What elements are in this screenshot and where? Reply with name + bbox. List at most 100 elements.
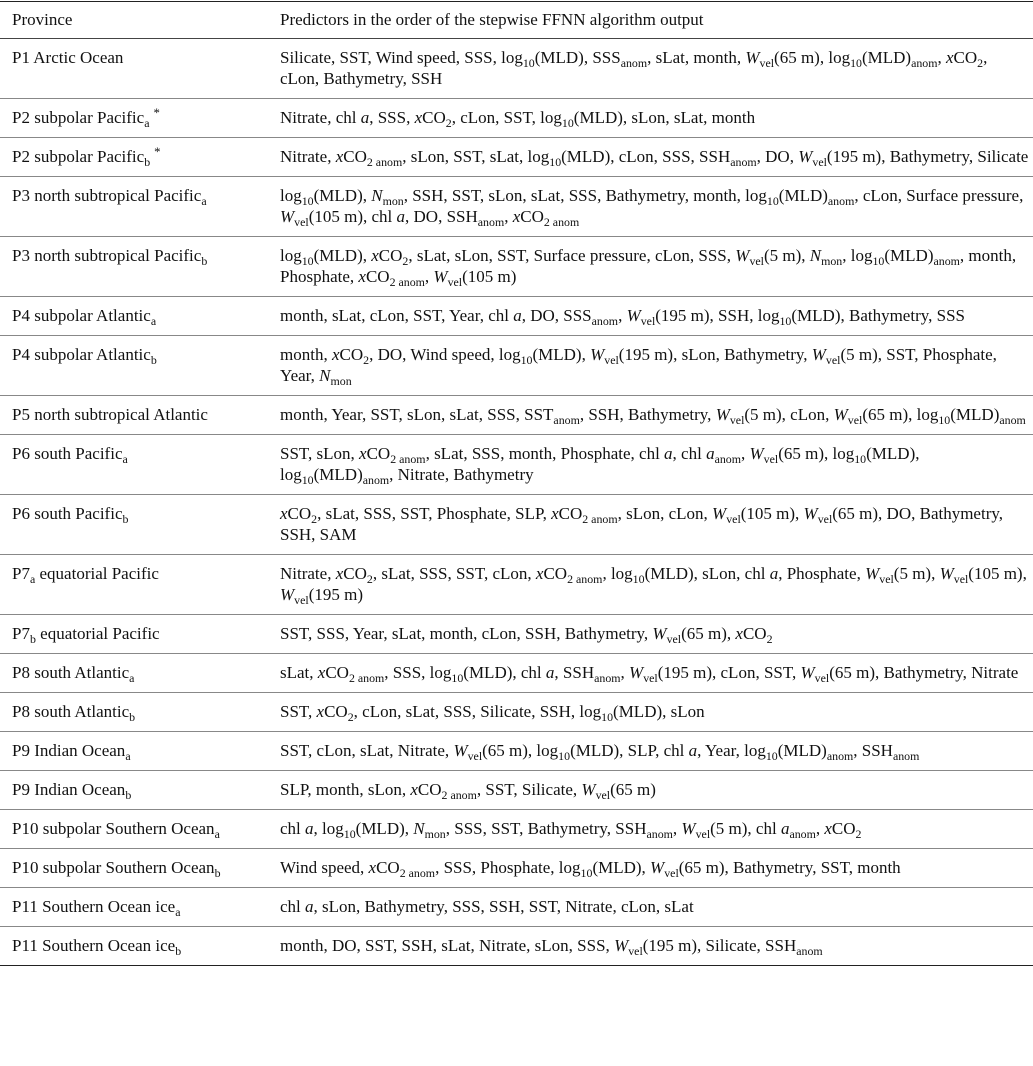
sub-run: 10 bbox=[580, 866, 593, 881]
italic-run: a bbox=[513, 306, 522, 325]
italic-run: x bbox=[371, 246, 379, 265]
text-run: , SSS, SST, Bathymetry, SSH bbox=[445, 819, 647, 838]
sub-run: a bbox=[29, 572, 36, 587]
text-run: P3 north subtropical Pacific bbox=[12, 186, 202, 205]
text-run: Nitrate, bbox=[280, 564, 336, 583]
text-run: CO bbox=[417, 780, 442, 799]
text-run: CO bbox=[422, 108, 446, 127]
italic-run: x bbox=[335, 564, 344, 583]
predictors-cell: sLat, xCO2 anom, SSS, log10(MLD), chl a,… bbox=[268, 653, 1033, 693]
text-run: , SSS, bbox=[369, 108, 415, 127]
predictors-cell: chl a, sLon, Bathymetry, SSS, SSH, SST, … bbox=[268, 887, 1033, 927]
sub-run: 2 anom bbox=[366, 155, 403, 170]
predictors-cell: log10(MLD), Nmon, SSH, SST, sLon, sLat, … bbox=[268, 176, 1033, 237]
italic-run: x bbox=[735, 624, 743, 643]
text-run: Nitrate, chl bbox=[280, 108, 361, 127]
sub-run: anom bbox=[591, 314, 619, 329]
text-run: P7 bbox=[12, 564, 30, 583]
province-cell: P4 subpolar Atlanticb bbox=[0, 335, 268, 396]
text-run: (65 m), Bathymetry, SST, month bbox=[678, 858, 901, 877]
sub-run: a bbox=[144, 116, 150, 131]
text-run: , month, Phosphate, bbox=[280, 246, 1017, 286]
text-run: (195 m), Bathymetry, Silicate bbox=[826, 147, 1029, 166]
sub-run: anom bbox=[714, 452, 741, 467]
sub-run: 2 bbox=[366, 572, 373, 587]
province-cell: P3 north subtropical Pacificb bbox=[0, 236, 268, 297]
italic-run: x bbox=[317, 663, 326, 682]
sub-run: 10 bbox=[451, 671, 464, 686]
table-row: P6 south Pacifica SST, sLon, xCO2 anom, s… bbox=[0, 434, 1033, 495]
sub-run: vel bbox=[814, 671, 830, 686]
text-run: P7 bbox=[12, 624, 30, 643]
sub-run: 10 bbox=[872, 254, 885, 269]
sup-run: * bbox=[154, 145, 161, 160]
sub-run: vel bbox=[953, 572, 969, 587]
text-run: , bbox=[620, 663, 630, 682]
italic-run: x bbox=[316, 702, 325, 721]
predictors-cell: log10(MLD), xCO2, sLat, sLon, SST, Surfa… bbox=[268, 236, 1033, 297]
province-cell: P5 north subtropical Atlantic bbox=[0, 395, 268, 435]
text-run: , sLat, month, bbox=[647, 48, 746, 67]
sub-run: 2 bbox=[977, 56, 984, 71]
text-run: month, DO, SST, SSH, sLat, Nitrate, sLon… bbox=[280, 936, 615, 955]
italic-run: a bbox=[780, 819, 790, 838]
sub-run: 2 bbox=[311, 512, 318, 527]
sub-run: anom bbox=[594, 671, 621, 686]
predictors-cell: Silicate, SST, Wind speed, SSS, log10(ML… bbox=[268, 39, 1033, 99]
text-run: , cLon, Surface pressure, bbox=[854, 186, 1024, 205]
sub-run: vel bbox=[447, 275, 463, 290]
predictors-cell: month, sLat, cLon, SST, Year, chl a, DO,… bbox=[268, 296, 1033, 336]
sub-run: a bbox=[150, 314, 157, 329]
italic-run: x bbox=[551, 504, 559, 523]
sub-run: 10 bbox=[766, 194, 779, 209]
table-row: P2 subpolar Pacificb* Nitrate, xCO2 anom,… bbox=[0, 137, 1033, 177]
italic-run: W bbox=[745, 48, 760, 67]
text-run: , bbox=[672, 819, 682, 838]
text-run: CO bbox=[543, 564, 568, 583]
italic-run: a bbox=[664, 444, 673, 463]
text-run: , bbox=[504, 207, 513, 226]
text-run: (MLD) bbox=[861, 48, 912, 67]
text-run: P8 south Atlantic bbox=[12, 702, 130, 721]
sub-run: 10 bbox=[779, 314, 792, 329]
sub-run: vel bbox=[640, 314, 656, 329]
sub-run: b bbox=[150, 353, 157, 368]
text-run: (MLD), bbox=[355, 819, 414, 838]
text-run: (MLD), sLon, chl bbox=[644, 564, 770, 583]
italic-run: W bbox=[865, 564, 880, 583]
text-run: (5 m), chl bbox=[710, 819, 781, 838]
sub-run: anom bbox=[620, 56, 648, 71]
sub-run: mon bbox=[424, 827, 446, 842]
table-row: P8 south Atlantica sLat, xCO2 anom, SSS, … bbox=[0, 653, 1033, 693]
sub-run: 10 bbox=[850, 56, 862, 71]
province-cell: P9 Indian Oceanb bbox=[0, 770, 268, 810]
sub-run: mon bbox=[382, 194, 404, 209]
text-run: (MLD), bbox=[592, 858, 651, 877]
sub-run: vel bbox=[759, 56, 775, 71]
sub-run: anom bbox=[933, 254, 960, 269]
text-run: (MLD) bbox=[778, 186, 828, 205]
text-run: month, bbox=[280, 345, 332, 364]
predictors-cell: Wind speed, xCO2 anom, SSS, Phosphate, l… bbox=[268, 848, 1033, 888]
table-row: P6 south Pacificb xCO2, sLat, SSS, SST, P… bbox=[0, 494, 1033, 555]
text-run: SST, cLon, sLat, Nitrate, bbox=[280, 741, 454, 760]
table-row: P3 north subtropical Pacificb log10(MLD),… bbox=[0, 236, 1033, 297]
sub-run: b bbox=[125, 788, 132, 803]
text-run: (MLD), SSS bbox=[534, 48, 621, 67]
text-run: P6 south Pacific bbox=[12, 444, 123, 463]
sub-run: a bbox=[125, 749, 131, 764]
province-cell: P7a equatorial Pacific bbox=[0, 554, 268, 615]
text-run: (65 m), bbox=[681, 624, 736, 643]
province-cell: P11 Southern Ocean iceb bbox=[0, 926, 268, 966]
table-row: P2 subpolar Pacifica* Nitrate, chl a, SSS… bbox=[0, 98, 1033, 138]
predictors-cell: xCO2, sLat, SSS, SST, Phosphate, SLP, xC… bbox=[268, 494, 1033, 555]
text-run: log bbox=[280, 246, 302, 265]
text-run: (MLD), sLon bbox=[613, 702, 705, 721]
italic-run: W bbox=[735, 246, 750, 265]
sub-run: a bbox=[214, 827, 220, 842]
province-cell: P6 south Pacificb bbox=[0, 494, 268, 555]
sub-run: vel bbox=[294, 215, 309, 230]
sub-run: anom bbox=[730, 155, 757, 170]
text-run: CO bbox=[831, 819, 856, 838]
province-cell: P4 subpolar Atlantica bbox=[0, 296, 268, 336]
